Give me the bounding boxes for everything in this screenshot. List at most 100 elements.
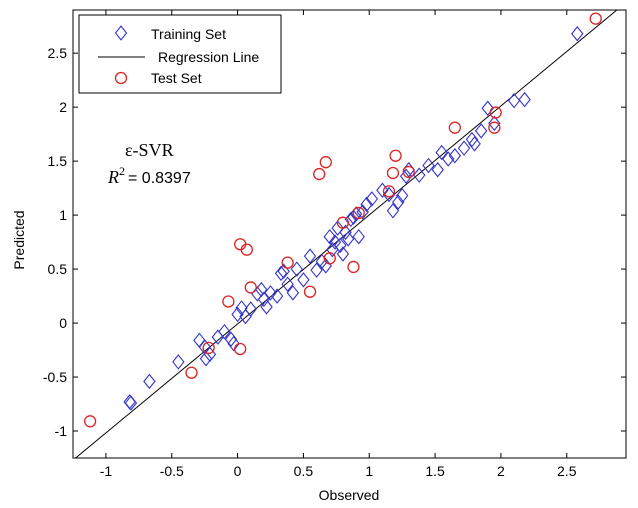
test-point	[244, 281, 257, 294]
axis-ticks	[73, 10, 626, 458]
test-point	[303, 285, 317, 298]
training-point	[264, 285, 277, 301]
legend-box	[78, 14, 282, 94]
training-point	[399, 168, 413, 185]
training-point	[571, 25, 584, 42]
x-tick-label: 0	[234, 463, 242, 479]
test-point	[386, 166, 400, 180]
training-point	[518, 91, 531, 108]
training-point	[481, 100, 494, 116]
training-point	[442, 151, 455, 167]
training-point	[347, 209, 360, 226]
training-point	[290, 261, 304, 277]
training-point	[474, 123, 488, 139]
y-tick-label: -1	[55, 423, 68, 439]
x-tick-labels: -1 -0.5 0 0.5 1 1.5 2 2.5	[100, 463, 577, 479]
x-axis-title: Observed	[319, 487, 380, 503]
training-point	[465, 131, 479, 148]
training-point	[224, 331, 238, 348]
r-squared-value: = 0.8397	[128, 170, 191, 187]
training-point	[172, 354, 185, 370]
training-point	[270, 288, 284, 304]
training-point	[349, 206, 363, 222]
test-point	[222, 295, 235, 308]
training-point	[341, 231, 355, 247]
y-tick-label: 0	[59, 315, 67, 331]
test-point	[202, 341, 215, 355]
training-point	[365, 191, 379, 207]
training-point	[274, 265, 288, 282]
legend-label-test: Test Set	[151, 70, 202, 86]
test-point	[402, 165, 415, 179]
test-point	[240, 243, 253, 256]
test-point	[185, 366, 198, 379]
training-point	[244, 301, 257, 317]
training-point	[395, 187, 409, 204]
test-point	[234, 342, 247, 356]
training-point	[386, 203, 400, 219]
training-point	[281, 276, 294, 292]
y-tick-label: 0.5	[48, 261, 68, 277]
training-point	[352, 228, 365, 245]
x-tick-label: -0.5	[160, 463, 184, 479]
y-tick-label: -0.5	[43, 369, 67, 385]
training-point	[260, 299, 273, 315]
training-point	[507, 92, 521, 109]
test-point	[589, 12, 602, 25]
training-point	[310, 262, 323, 278]
training-point	[422, 157, 435, 174]
y-tick-labels: -1 -0.5 0 0.5 1 1.5 2 2.5	[43, 45, 67, 439]
test-point	[313, 167, 326, 181]
test-point	[382, 185, 396, 198]
test-point	[352, 206, 365, 220]
legend-circle-icon	[114, 71, 128, 85]
legend-diamond-marker	[114, 25, 128, 41]
legend-label-training: Training Set	[151, 26, 226, 42]
x-tick-label: -1	[100, 463, 113, 479]
r-squared-label: R2 = 0.8397	[107, 164, 191, 187]
test-point	[336, 216, 350, 229]
plot-area-frame	[72, 9, 627, 459]
x-tick-label: 2	[497, 463, 505, 479]
training-point	[297, 272, 310, 288]
training-point	[435, 144, 448, 161]
training-point	[277, 263, 290, 279]
y-tick-label: 1	[59, 207, 67, 223]
legend-label-regression: Regression Line	[158, 49, 259, 65]
training-point	[334, 237, 347, 254]
training-point	[323, 228, 336, 245]
training-point	[303, 248, 317, 264]
legend-circle-marker	[114, 71, 128, 85]
training-point	[468, 136, 481, 152]
training-point	[431, 162, 444, 178]
r-squared-symbol: R	[107, 167, 119, 187]
legend-diamond-icon	[114, 25, 128, 41]
test-point	[83, 415, 97, 428]
test-point	[323, 252, 336, 265]
method-label: ε-SVR	[125, 140, 174, 160]
test-point	[489, 106, 502, 119]
training-point	[413, 167, 426, 183]
test-point	[448, 121, 461, 134]
training-point	[257, 291, 271, 308]
training-point	[203, 346, 217, 363]
y-axis-title: Predicted	[11, 210, 27, 269]
test-point	[281, 256, 294, 269]
training-point	[392, 194, 405, 210]
training-point	[356, 204, 369, 220]
training-point	[339, 224, 352, 241]
training-point	[336, 246, 350, 262]
training-point	[488, 115, 501, 132]
training-point	[227, 335, 240, 352]
training-point	[124, 395, 138, 411]
y-tick-label: 2	[59, 99, 67, 115]
test-point	[347, 260, 360, 274]
r-squared-superscript: 2	[119, 164, 125, 178]
x-tick-label: 1	[365, 463, 373, 479]
training-point	[231, 306, 244, 323]
legend: Training Set Regression Line Test Set	[78, 14, 282, 94]
test-point	[389, 149, 402, 162]
training-point	[376, 182, 389, 199]
training-point	[286, 285, 300, 301]
x-tick-label: 0.5	[294, 463, 314, 479]
